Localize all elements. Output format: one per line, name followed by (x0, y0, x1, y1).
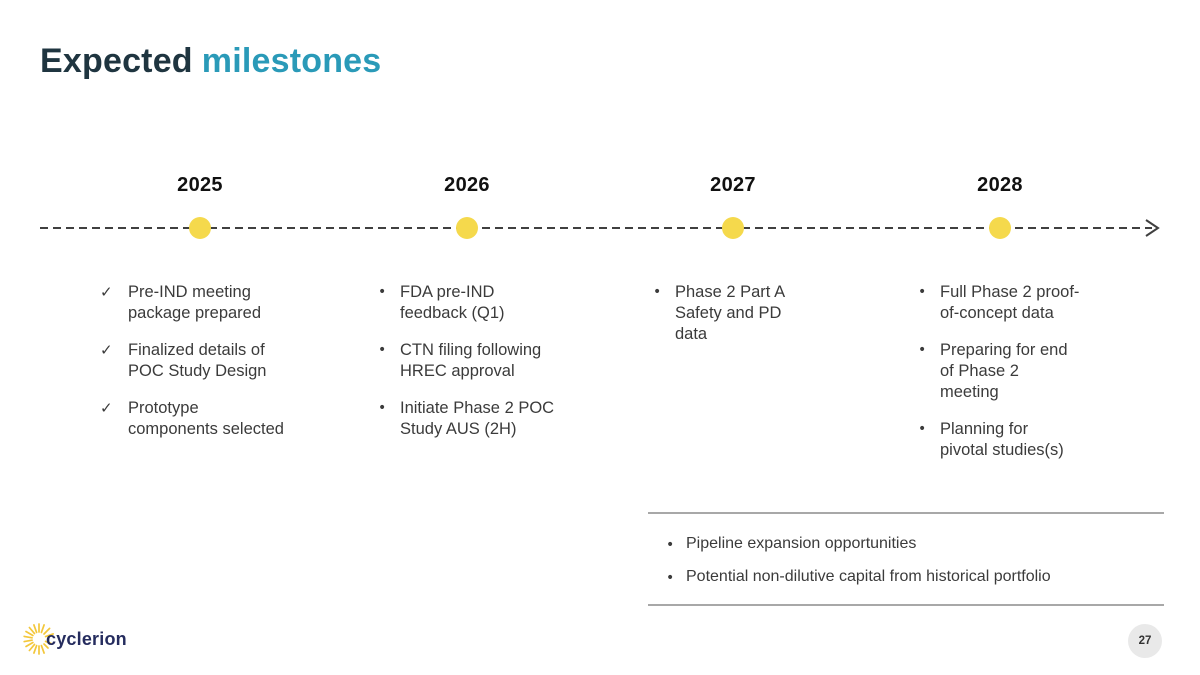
page-number-badge: 27 (1128, 624, 1162, 658)
logo-wordmark: cyclerion (46, 629, 127, 649)
check-icon: ✓ (100, 341, 113, 359)
timeline-year-2028: 2028 (977, 174, 1023, 196)
check-icon: ✓ (100, 399, 113, 417)
opportunity-text: Potential non-dilutive capital from hist… (686, 568, 1051, 585)
timeline-year-2025: 2025 (177, 174, 223, 196)
list-item: • Planning for pivotal studies(s) (918, 419, 1168, 461)
bullet-icon: • (653, 284, 662, 300)
timeline-dot-2028 (989, 217, 1011, 239)
bullet-icon: • (666, 570, 675, 586)
milestone-column-2026: • FDA pre-IND feedback (Q1) • CTN filing… (378, 282, 628, 456)
timeline-dot-2026 (456, 217, 478, 239)
cyclerion-logo: cyclerion (23, 623, 127, 655)
list-item: • Full Phase 2 proof- of-concept data (918, 282, 1168, 324)
logo-sunburst-icon (23, 623, 54, 655)
title-prefix: Expected (40, 42, 193, 80)
list-item: • Preparing for end of Phase 2 meeting (918, 340, 1168, 403)
milestone-text: Preparing for end of Phase 2 meeting (940, 341, 1068, 401)
list-item: ✓ Finalized details of POC Study Design (100, 340, 350, 382)
list-item: • CTN filing following HREC approval (378, 340, 628, 382)
milestone-text: Planning for pivotal studies(s) (940, 420, 1064, 459)
timeline-dot-2027 (722, 217, 744, 239)
bullet-icon: • (918, 342, 927, 358)
list-item: • Initiate Phase 2 POC Study AUS (2H) (378, 398, 628, 440)
milestone-column-2027: • Phase 2 Part A Safety and PD data (653, 282, 903, 361)
milestone-column-2028: • Full Phase 2 proof- of-concept data • … (918, 282, 1168, 477)
timeline-axis (40, 217, 1160, 239)
milestone-text: Pre-IND meeting package prepared (128, 283, 262, 322)
list-item: • Phase 2 Part A Safety and PD data (653, 282, 903, 345)
page-title: Expected milestones (40, 42, 381, 81)
bullet-icon: • (378, 400, 387, 416)
milestone-text: Phase 2 Part A Safety and PD data (675, 283, 786, 343)
milestone-column-2025: ✓ Pre-IND meeting package prepared ✓ Fin… (100, 282, 350, 456)
list-item: • Potential non-dilutive capital from hi… (666, 568, 1164, 589)
page-number: 27 (1138, 635, 1152, 647)
timeline-year-2026: 2026 (444, 174, 490, 196)
list-item: ✓ Prototype components selected (100, 398, 350, 440)
milestone-text: FDA pre-IND feedback (Q1) (400, 283, 505, 322)
milestone-text: CTN filing following HREC approval (400, 341, 542, 380)
bullet-icon: • (378, 342, 387, 358)
title-highlight: milestones (201, 42, 382, 80)
bullet-icon: • (666, 537, 675, 553)
check-icon: ✓ (100, 283, 113, 301)
milestone-text: Prototype components selected (128, 399, 284, 438)
milestone-text: Full Phase 2 proof- of-concept data (940, 283, 1080, 322)
timeline-arrow-icon (1145, 219, 1160, 237)
opportunity-text: Pipeline expansion opportunities (686, 535, 917, 552)
bullet-icon: • (918, 421, 927, 437)
additional-opportunities-box: • Pipeline expansion opportunities • Pot… (648, 512, 1164, 606)
list-item: • Pipeline expansion opportunities (666, 535, 1164, 556)
list-item: • FDA pre-IND feedback (Q1) (378, 282, 628, 324)
list-item: ✓ Pre-IND meeting package prepared (100, 282, 350, 324)
timeline-year-2027: 2027 (710, 174, 756, 196)
bullet-icon: • (378, 284, 387, 300)
timeline-dot-2025 (189, 217, 211, 239)
bullet-icon: • (918, 284, 927, 300)
milestone-text: Finalized details of POC Study Design (128, 341, 267, 380)
milestone-text: Initiate Phase 2 POC Study AUS (2H) (400, 399, 555, 438)
